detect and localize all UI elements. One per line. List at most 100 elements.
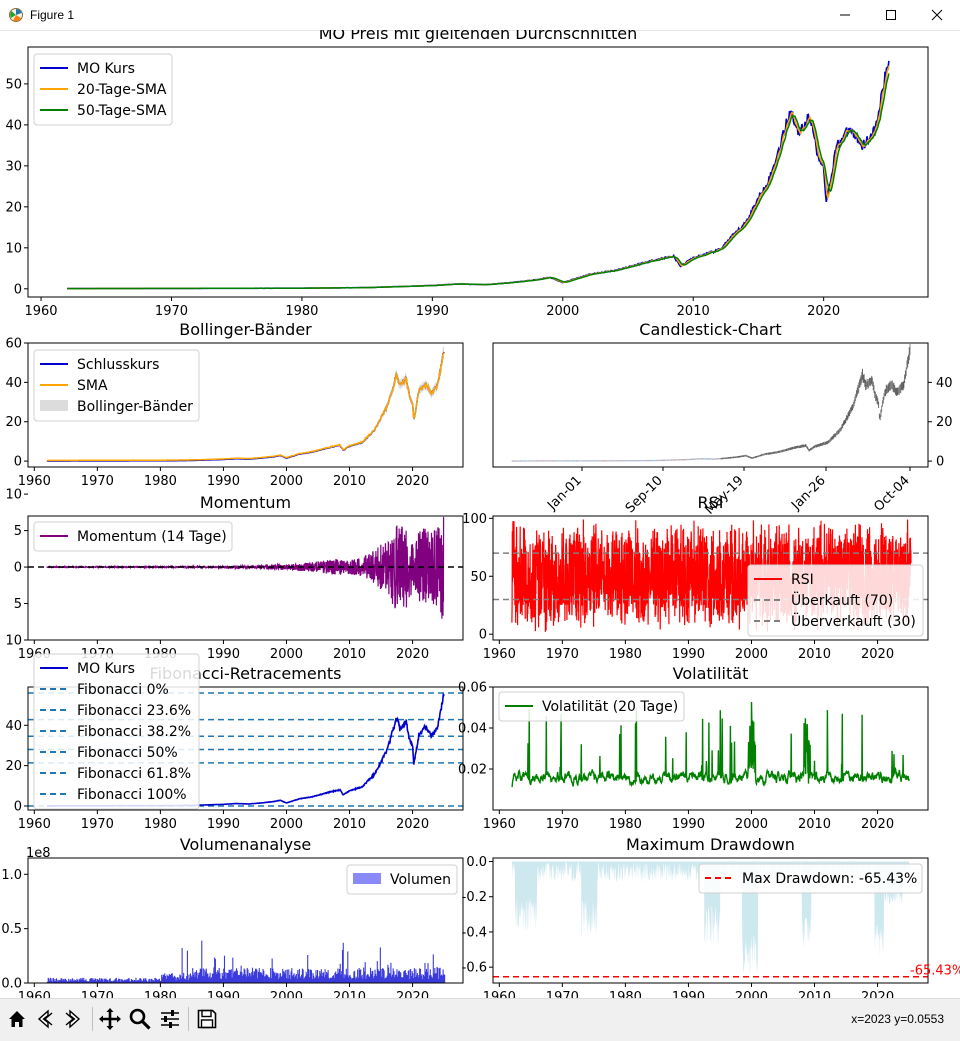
volume-bar xyxy=(293,973,295,983)
volume-bar xyxy=(66,981,68,983)
configure-subplots-button[interactable] xyxy=(157,1006,183,1032)
volume-bar xyxy=(130,981,132,983)
volume-bar xyxy=(318,976,320,983)
volume-bar xyxy=(62,980,64,983)
volume-bar xyxy=(362,978,364,983)
legend-box xyxy=(33,653,200,810)
volume-bar xyxy=(47,977,49,983)
x-tick-label: 2020 xyxy=(396,647,429,662)
volume-bar xyxy=(313,975,315,983)
axes-frame xyxy=(492,342,929,468)
x-tick-label: 1980 xyxy=(609,990,642,998)
volume-bar xyxy=(301,968,303,983)
y-tick-label: 50 xyxy=(470,570,487,585)
zoom-button[interactable] xyxy=(127,1006,153,1032)
legend-box xyxy=(33,521,233,552)
subplot-momentum: Momentum19601970198019902000201020201050… xyxy=(5,488,464,662)
volume-bar xyxy=(63,980,65,983)
volume-bar xyxy=(306,974,308,983)
volume-bar xyxy=(352,977,354,983)
chart-title: Volumenanalyse xyxy=(180,835,312,854)
volume-bar xyxy=(81,977,83,983)
volume-bar xyxy=(144,978,146,983)
legend-label: Volumen xyxy=(390,872,451,888)
volume-bar xyxy=(279,977,281,983)
volume-bar xyxy=(49,981,51,983)
volume-bar xyxy=(278,973,280,983)
volume-bar xyxy=(83,980,86,983)
volume-bar xyxy=(141,981,143,983)
volume-bar xyxy=(288,969,290,983)
home-button[interactable] xyxy=(4,1006,30,1032)
volume-bar xyxy=(379,947,381,983)
chart-title: Volatilität xyxy=(673,664,749,683)
volume-bar xyxy=(111,981,114,983)
volume-bar xyxy=(203,976,205,983)
volume-bar xyxy=(347,951,349,983)
volume-bar xyxy=(258,968,260,983)
volume-bar xyxy=(415,969,417,983)
legend: MO Kurs Fibonacci 0% Fibonacci 23.6% Fibona… xyxy=(33,653,200,810)
volume-bar xyxy=(291,968,293,983)
volume-bar xyxy=(117,981,119,983)
volume-bar xyxy=(316,969,319,983)
volume-bar xyxy=(97,979,99,983)
volume-bar xyxy=(138,980,140,983)
volume-bar xyxy=(405,972,407,983)
volume-bar xyxy=(252,975,254,983)
volume-bar xyxy=(263,970,265,983)
legend: Schlusskurs SMA Bollinger-Bänder xyxy=(33,349,200,422)
volume-bar xyxy=(432,954,434,983)
figure-canvas[interactable]: MO Preis mit gleitenden Durchschnitten 19… xyxy=(0,30,960,998)
volume-bar xyxy=(296,978,298,983)
volume-bar xyxy=(294,977,296,983)
volume-bar xyxy=(354,970,356,983)
volume-bar xyxy=(331,977,333,983)
volume-bar xyxy=(348,977,350,983)
volume-bar xyxy=(339,963,341,983)
subplot-price: MO Preis mit gleitenden Durchschnitten 19… xyxy=(5,30,929,319)
volume-bar xyxy=(245,976,247,983)
minimize-button[interactable] xyxy=(822,0,868,30)
volume-bar xyxy=(52,978,55,983)
legend-label: RSI xyxy=(791,572,814,588)
volume-bar xyxy=(264,976,266,983)
volume-bar xyxy=(146,980,148,983)
volume-bar xyxy=(376,976,378,983)
close-button[interactable] xyxy=(914,0,960,30)
volume-bar xyxy=(183,978,185,983)
volume-bar xyxy=(184,978,186,983)
volume-bar xyxy=(234,971,236,983)
forward-button[interactable] xyxy=(60,1006,86,1032)
legend-box xyxy=(33,53,173,126)
volume-bar xyxy=(180,978,182,983)
volume-bar xyxy=(298,968,300,983)
volume-bar xyxy=(408,969,410,983)
axes-frame xyxy=(492,515,929,641)
volume-bar xyxy=(392,968,394,983)
volume-bar xyxy=(379,971,381,983)
volume-bar xyxy=(126,979,128,983)
x-tick-label: 1960 xyxy=(483,817,516,832)
legend-patch xyxy=(353,873,381,884)
volume-bar xyxy=(199,968,201,983)
save-button[interactable] xyxy=(194,1006,220,1032)
volume-bar xyxy=(295,975,297,983)
volume-bar xyxy=(131,979,133,983)
volume-bar xyxy=(223,955,226,983)
volume-bar xyxy=(53,980,55,983)
volume-bar xyxy=(125,979,127,983)
back-button[interactable] xyxy=(32,1006,58,1032)
volume-bar xyxy=(102,979,104,983)
volume-bar xyxy=(360,976,362,983)
volume-bar xyxy=(412,973,414,983)
x-tick-label: 2000 xyxy=(270,817,303,832)
maximize-button[interactable] xyxy=(868,0,914,30)
volume-bar xyxy=(193,972,195,983)
volume-bar xyxy=(265,974,267,983)
pan-button[interactable] xyxy=(97,1006,123,1032)
volume-bar xyxy=(321,975,323,983)
x-tick-label: 1970 xyxy=(155,304,188,319)
volume-bar xyxy=(145,978,147,983)
volume-bar xyxy=(438,978,440,983)
